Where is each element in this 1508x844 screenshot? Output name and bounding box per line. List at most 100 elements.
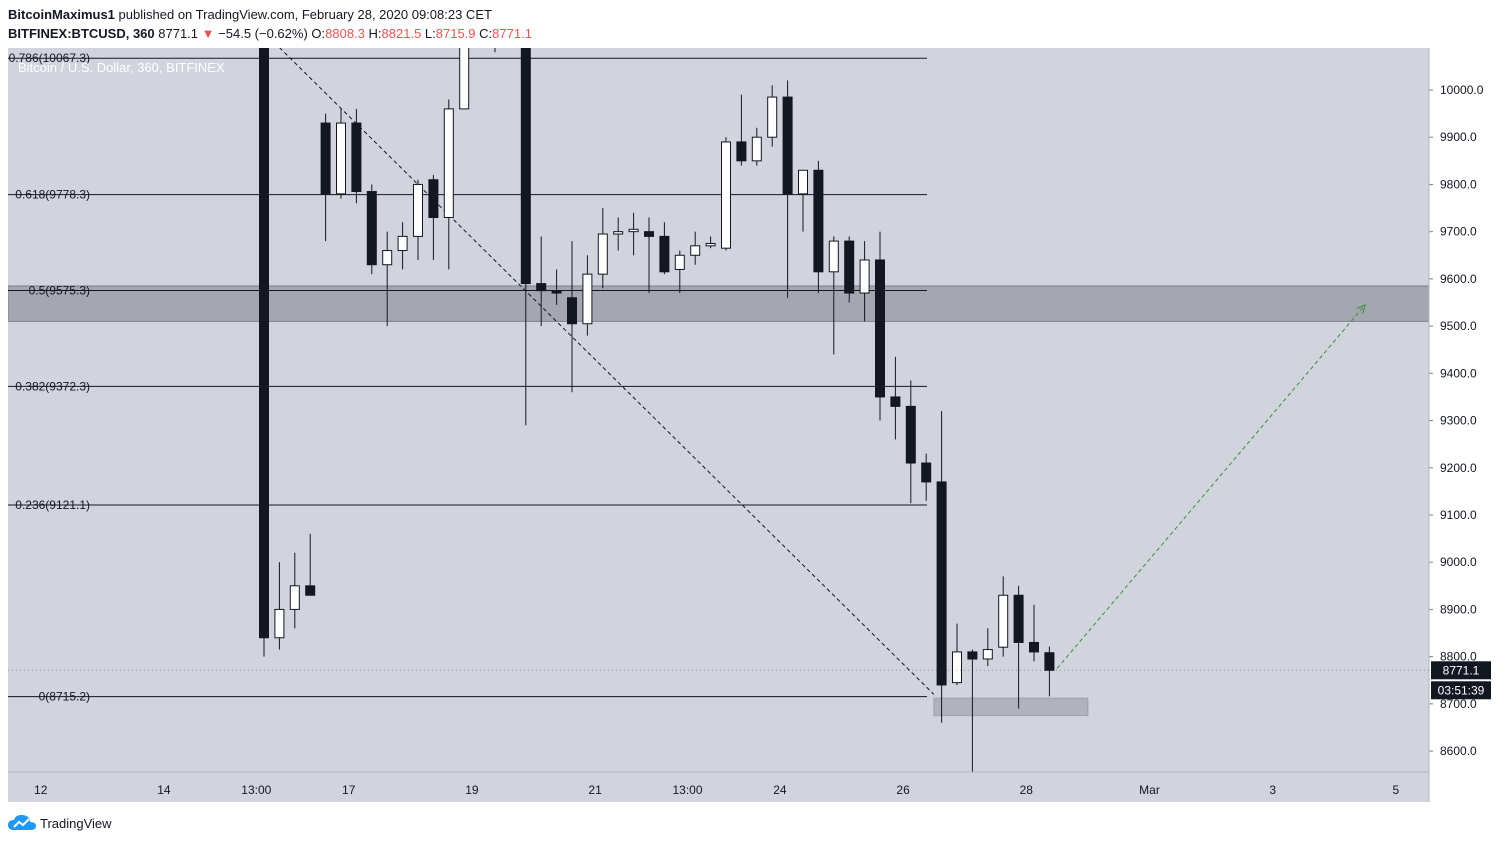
- low-value: 8715.9: [435, 26, 476, 41]
- candle: [736, 94, 747, 166]
- countdown-label: 03:51:39: [1438, 683, 1485, 697]
- x-tick-label: 17: [342, 783, 356, 797]
- candle: [459, 48, 470, 110]
- candle-body: [428, 179, 439, 218]
- candle: [751, 127, 762, 166]
- last-price-label: 8771.1: [1443, 663, 1480, 677]
- candle-body: [443, 108, 454, 218]
- candle: [289, 552, 300, 629]
- pane-title: Bitcoin / U.S. Dollar, 360, BITFINEX: [18, 60, 225, 75]
- candle-body: [1029, 641, 1039, 653]
- x-axis[interactable]: [8, 772, 1500, 802]
- candle-body: [890, 396, 901, 407]
- candle: [366, 184, 377, 275]
- candle: [705, 236, 716, 249]
- tradingview-logo[interactable]: TradingView: [8, 814, 112, 832]
- candle: [613, 217, 624, 251]
- candle-body: [751, 136, 762, 162]
- candle-body: [613, 231, 624, 235]
- candle-body: [905, 405, 916, 464]
- candle-body: [644, 231, 654, 237]
- candle: [936, 411, 947, 723]
- symbol-info: BITFINEX:BTCUSD, 360 8771.1 ▼ −54.5 (−0.…: [8, 26, 532, 41]
- arrow-head-icon: [1356, 303, 1366, 314]
- candle: [890, 356, 901, 440]
- symbol-name: BITFINEX:BTCUSD, 360: [8, 26, 155, 41]
- candle: [813, 160, 824, 294]
- x-tick-label: 12: [34, 783, 48, 797]
- candle-body: [1013, 594, 1024, 643]
- y-tick-label: 8600.0: [1440, 744, 1477, 758]
- y-tick-label: 8700.0: [1440, 697, 1477, 711]
- candle: [413, 179, 423, 260]
- candle-body: [967, 651, 978, 660]
- cloud-icon: [8, 814, 36, 830]
- candle: [597, 208, 608, 289]
- candle-body: [721, 141, 731, 249]
- candle-body: [798, 169, 808, 195]
- footer-brand: TradingView: [40, 815, 112, 831]
- candle: [259, 48, 269, 657]
- candle-body: [536, 283, 547, 292]
- candle-body: [982, 649, 993, 660]
- fib-level-label: 0.236(9121.1): [15, 498, 90, 512]
- candle-body: [952, 651, 962, 684]
- candle-body: [1044, 652, 1055, 671]
- candle: [967, 649, 978, 772]
- author-name[interactable]: BitcoinMaximus1: [8, 7, 115, 22]
- x-tick-label: 24: [773, 783, 787, 797]
- low-label: L:: [424, 26, 436, 41]
- candle-body: [782, 96, 793, 195]
- x-tick-label: 21: [588, 783, 602, 797]
- candle-body: [582, 273, 593, 325]
- demand-zone: [933, 697, 1089, 717]
- candle-body: [998, 594, 1009, 648]
- candle-body: [289, 585, 300, 610]
- candle: [351, 108, 362, 204]
- y-tick-label: 9100.0: [1440, 508, 1477, 522]
- last-price-tag: [1431, 661, 1491, 680]
- candle-body: [736, 141, 747, 162]
- x-tick-label: 5: [1393, 783, 1400, 797]
- published-text: published on TradingView.com, February 2…: [118, 7, 492, 22]
- candle: [644, 217, 654, 294]
- candle-body: [705, 242, 716, 247]
- candle-body: [597, 233, 608, 275]
- x-tick-label: 13:00: [672, 783, 702, 797]
- candle-body: [305, 585, 316, 596]
- candle: [536, 236, 547, 327]
- candle-body: [351, 122, 362, 193]
- plot-area[interactable]: [8, 48, 1429, 772]
- y-tick-label: 9300.0: [1440, 414, 1477, 428]
- candle-body: [274, 608, 285, 639]
- price-change: −54.5 (−0.62%): [218, 26, 308, 41]
- y-tick-label: 9600.0: [1440, 272, 1477, 286]
- candle: [844, 236, 855, 303]
- candle: [721, 137, 731, 251]
- y-tick-label: 9000.0: [1440, 555, 1477, 569]
- x-tick-label: 26: [896, 783, 910, 797]
- candle: [382, 231, 393, 327]
- x-tick-label: 3: [1269, 783, 1276, 797]
- candle: [1013, 585, 1024, 709]
- countdown-tag: [1431, 681, 1491, 700]
- candle-body: [859, 259, 870, 294]
- candle: [628, 212, 639, 256]
- candle-body: [844, 240, 855, 294]
- candle: [443, 99, 454, 270]
- candle-body: [628, 228, 639, 233]
- candle: [659, 222, 670, 275]
- y-tick-label: 8800.0: [1440, 650, 1477, 664]
- candle-body: [459, 48, 470, 110]
- candle-body: [659, 235, 670, 273]
- close-label: C:: [479, 26, 493, 41]
- candle: [397, 222, 408, 270]
- candle-body: [382, 250, 393, 266]
- candle-body: [259, 48, 269, 639]
- candle-body: [674, 254, 685, 270]
- open-value: 8808.3: [325, 26, 365, 41]
- candle: [551, 269, 562, 305]
- fib-level-label: 0(8715.2): [39, 690, 90, 704]
- candle-body: [551, 290, 562, 294]
